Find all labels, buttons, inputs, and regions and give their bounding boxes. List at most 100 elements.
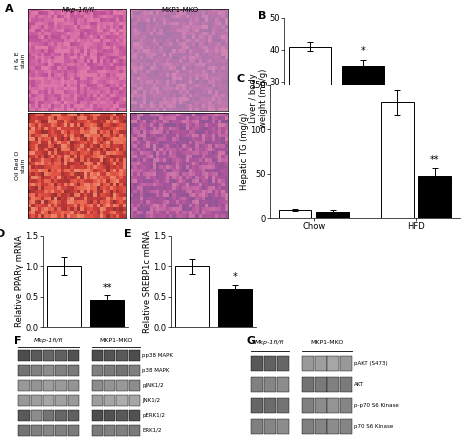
Bar [91,395,103,406]
Text: Mkp-1fl/fl: Mkp-1fl/fl [255,340,284,345]
Bar [91,425,103,436]
Bar [128,395,140,406]
Bar [342,66,384,178]
Bar [104,365,115,376]
Bar [315,356,327,371]
Bar [55,350,67,361]
Bar [91,365,103,376]
Bar [104,380,115,391]
Bar [55,395,67,406]
Y-axis label: Relative PPARγ mRNA: Relative PPARγ mRNA [15,235,24,328]
Bar [116,410,128,421]
Y-axis label: Hepatic TG (mg/g): Hepatic TG (mg/g) [240,113,249,190]
Bar [55,380,67,391]
Text: B: B [258,12,267,21]
Bar [43,395,55,406]
Bar [289,47,331,178]
Bar [18,395,30,406]
Bar [116,380,128,391]
Bar [328,377,339,392]
Bar [340,398,352,413]
Bar [328,419,339,434]
Bar [31,365,42,376]
Text: G: G [246,336,255,346]
Text: JNK1/2: JNK1/2 [142,398,160,403]
Bar [68,410,79,421]
Text: A: A [5,4,13,14]
Bar [279,210,311,218]
Bar [91,380,103,391]
Bar [18,365,30,376]
Bar [55,425,67,436]
Bar [128,380,140,391]
Bar [218,289,252,327]
Bar [43,380,55,391]
Bar [18,425,30,436]
Text: *: * [361,46,365,56]
Text: Mkp-1fl/fl: Mkp-1fl/fl [62,7,95,12]
Text: pAKT (S473): pAKT (S473) [355,361,388,366]
Bar [264,377,276,392]
Bar [68,350,79,361]
Bar [43,410,55,421]
Text: MKP1-MKO: MKP1-MKO [99,338,132,343]
Bar [116,365,128,376]
Bar [381,102,414,218]
Bar [301,398,314,413]
Text: p38 MAPK: p38 MAPK [142,368,169,373]
Bar [419,176,451,218]
Bar [31,425,42,436]
Bar [18,410,30,421]
Bar [340,356,352,371]
Bar [68,380,79,391]
Text: MKP1-MKO: MKP1-MKO [310,340,344,345]
Bar [128,350,140,361]
Bar [68,425,79,436]
Bar [251,398,263,413]
Bar [31,380,42,391]
Bar [43,365,55,376]
Bar [46,266,81,327]
Bar [104,410,115,421]
Bar [264,398,276,413]
Bar [340,419,352,434]
Bar [90,300,124,327]
Bar [340,377,352,392]
Bar [301,356,314,371]
Bar [43,425,55,436]
Bar [31,395,42,406]
Y-axis label: Relative SREBP1c mRNA: Relative SREBP1c mRNA [143,230,152,333]
Bar [18,350,30,361]
Bar [315,419,327,434]
Bar [276,398,289,413]
Bar [301,419,314,434]
Text: C: C [236,74,244,84]
Bar [276,419,289,434]
Bar [104,350,115,361]
Bar [328,356,339,371]
Bar [104,425,115,436]
Text: p-p70 S6 Kinase: p-p70 S6 Kinase [355,403,399,408]
Text: ERK1/2: ERK1/2 [142,428,162,433]
Bar [116,425,128,436]
Bar [316,212,349,218]
Bar [104,395,115,406]
Bar [264,419,276,434]
Bar [68,365,79,376]
Text: *: * [233,272,237,282]
Text: **: ** [102,283,112,293]
Y-axis label: Liver / body
weight (mg/g): Liver / body weight (mg/g) [249,68,268,128]
Bar [55,365,67,376]
Bar [43,350,55,361]
Y-axis label: Oil Red O
stain: Oil Red O stain [15,151,26,181]
Bar [91,350,103,361]
Bar [128,410,140,421]
Text: D: D [0,229,5,239]
Text: pERK1/2: pERK1/2 [142,413,165,418]
Y-axis label: H & E
stain: H & E stain [15,51,26,69]
Bar [128,365,140,376]
Bar [68,395,79,406]
Text: **: ** [430,155,439,165]
Text: p70 S6 Kinase: p70 S6 Kinase [355,424,394,429]
Bar [315,377,327,392]
